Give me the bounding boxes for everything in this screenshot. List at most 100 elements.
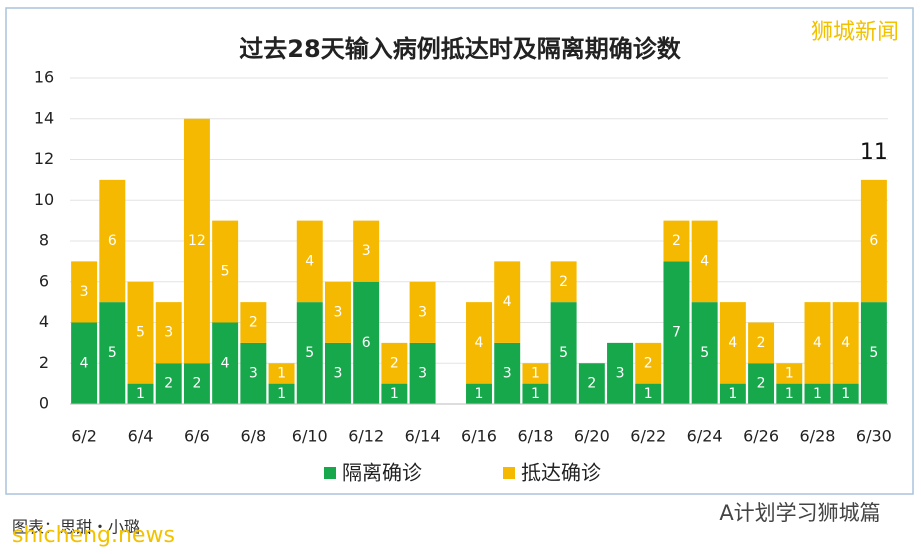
- bar-segment: [99, 302, 126, 404]
- data-label: 5: [305, 345, 314, 361]
- bar-segment: [719, 302, 746, 384]
- annotation: 11: [860, 140, 888, 165]
- bar-segment: [691, 302, 718, 404]
- data-label: 2: [164, 376, 173, 392]
- x-tick-label: 6/16: [461, 427, 497, 446]
- x-tick-label: 6/6: [184, 427, 210, 446]
- bar-segment: [691, 220, 718, 303]
- bar-segment: [804, 302, 831, 384]
- data-label: 3: [616, 365, 625, 381]
- bar-segment: [324, 281, 351, 343]
- data-label: 3: [80, 284, 89, 300]
- y-tick-label: 12: [34, 149, 54, 168]
- y-tick-label: 0: [39, 394, 49, 413]
- bar-segment: [522, 383, 549, 404]
- bar-segment: [860, 179, 887, 303]
- bar-segment: [296, 302, 323, 404]
- data-label: 6: [108, 233, 117, 249]
- legend-label: 隔离确诊: [342, 461, 422, 485]
- bar-segment: [71, 322, 98, 404]
- data-label: 1: [841, 386, 850, 402]
- bar-segment: [832, 383, 859, 404]
- data-label: 1: [475, 386, 484, 402]
- data-label: 3: [418, 304, 427, 320]
- legend-label: 抵达确诊: [521, 461, 601, 485]
- x-tick-label: 6/4: [128, 427, 154, 446]
- data-label: 6: [362, 335, 371, 351]
- data-label: 1: [277, 365, 286, 381]
- bar-segment: [832, 302, 859, 384]
- bar-segment: [127, 383, 154, 404]
- data-label: 3: [334, 365, 343, 381]
- data-label: 5: [108, 345, 117, 361]
- x-tick-label: 6/22: [630, 427, 666, 446]
- data-label: 1: [277, 386, 286, 402]
- source: 图表：思甜・小璐: [12, 518, 140, 537]
- bar-segment: [127, 281, 154, 384]
- bar-segment: [268, 363, 295, 384]
- data-label: 2: [249, 315, 258, 331]
- bar-segment: [212, 220, 239, 323]
- bar-segment: [522, 363, 549, 384]
- data-label: 2: [390, 355, 399, 371]
- bar-segment: [860, 302, 887, 404]
- data-label: 4: [305, 253, 314, 269]
- x-tick-label: 6/20: [574, 427, 610, 446]
- x-tick-label: 6/28: [800, 427, 836, 446]
- bar-segment: [663, 261, 690, 404]
- data-label: 1: [390, 386, 399, 402]
- data-label: 2: [757, 376, 766, 392]
- data-label: 4: [813, 335, 822, 351]
- bar-segment: [212, 322, 239, 404]
- data-label: 12: [188, 233, 206, 249]
- y-tick-label: 4: [39, 312, 49, 331]
- bar-segment: [635, 383, 662, 404]
- data-label: 1: [531, 386, 540, 402]
- bar-segment: [550, 261, 577, 303]
- data-label: 5: [136, 325, 145, 341]
- x-tick-label: 6/14: [405, 427, 441, 446]
- bar-segment: [804, 383, 831, 404]
- bar-segment: [466, 383, 492, 404]
- bar-segment: [353, 281, 380, 404]
- bar-segment: [635, 342, 662, 384]
- data-label: 4: [841, 335, 850, 351]
- bar-segment: [183, 118, 210, 364]
- data-label: 5: [559, 345, 568, 361]
- data-label: 6: [869, 233, 878, 249]
- bar-segment: [494, 261, 521, 343]
- bar-segment: [99, 179, 126, 303]
- data-label: 3: [249, 365, 258, 381]
- bar-segment: [71, 261, 98, 323]
- bar-segment: [324, 342, 351, 404]
- x-tick-label: 6/18: [517, 427, 553, 446]
- data-label: 4: [475, 335, 484, 351]
- bar-segment: [607, 342, 634, 404]
- data-label: 3: [334, 304, 343, 320]
- x-tick-label: 6/8: [240, 427, 266, 446]
- y-tick-label: 6: [39, 271, 49, 290]
- data-label: 1: [644, 386, 653, 402]
- data-label: 4: [503, 294, 512, 310]
- bar-segment: [494, 342, 521, 404]
- bar-segment: [353, 220, 380, 282]
- y-tick-label: 14: [34, 108, 54, 127]
- y-tick-label: 2: [39, 353, 49, 372]
- data-label: 2: [644, 355, 653, 371]
- bar-segment: [748, 363, 775, 404]
- data-label: 2: [559, 274, 568, 290]
- bar-segment: [776, 363, 803, 384]
- data-label: 3: [164, 325, 173, 341]
- watermark: 狮城新闻: [811, 20, 899, 45]
- legend-swatch: [324, 467, 336, 479]
- bar-segment: [155, 302, 182, 364]
- x-tick-label: 6/12: [348, 427, 384, 446]
- bar-segment: [381, 383, 408, 404]
- data-label: 1: [531, 365, 540, 381]
- data-label: 4: [221, 355, 230, 371]
- bar-segment: [409, 281, 436, 343]
- data-label: 1: [785, 365, 794, 381]
- bar-segment: [381, 342, 408, 384]
- x-tick-label: 6/24: [687, 427, 723, 446]
